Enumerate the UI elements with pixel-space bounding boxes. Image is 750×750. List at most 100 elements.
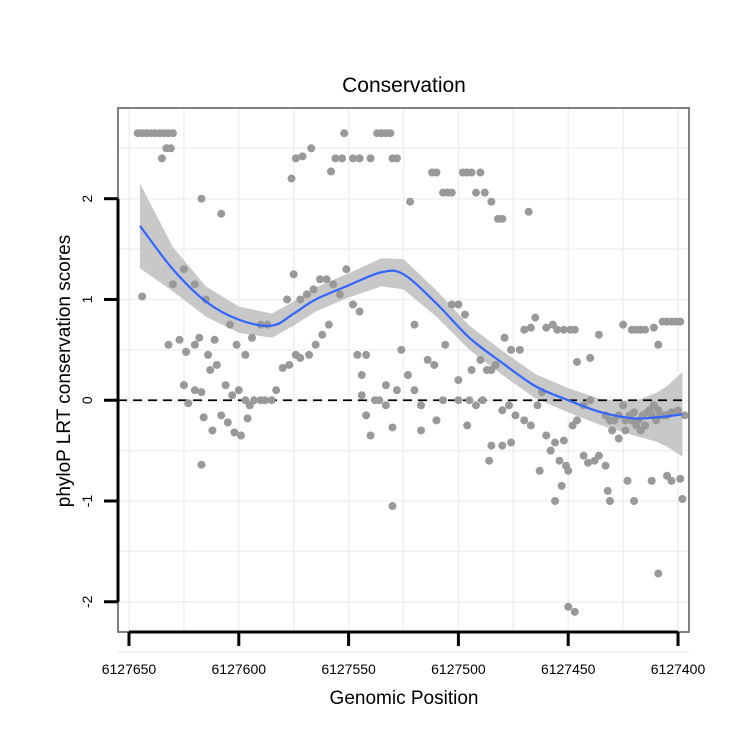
data-point	[392, 386, 401, 395]
data-point	[441, 340, 450, 349]
data-point	[318, 330, 327, 339]
data-point	[175, 335, 184, 344]
x-tick-label: 6127650	[102, 661, 157, 677]
data-point	[480, 188, 489, 197]
data-point	[381, 381, 390, 390]
data-point	[676, 474, 685, 483]
data-point	[535, 466, 544, 475]
data-point	[432, 168, 441, 177]
data-point	[305, 350, 314, 359]
data-point	[355, 154, 364, 163]
data-point	[250, 396, 259, 405]
data-point	[247, 333, 256, 342]
data-point	[467, 366, 476, 374]
confidence-band-layer	[139, 183, 683, 457]
data-point	[324, 320, 333, 329]
data-point	[166, 144, 175, 153]
data-point	[340, 129, 349, 138]
data-point	[439, 396, 448, 405]
data-point	[471, 401, 480, 410]
data-point	[388, 423, 397, 432]
data-point	[542, 323, 551, 332]
data-point	[583, 458, 592, 467]
data-point	[674, 406, 683, 415]
data-point	[157, 154, 166, 163]
y-axis-label: phyloP LRT conservation scores	[54, 235, 75, 508]
x-tick-label: 6127550	[321, 661, 376, 677]
data-point	[353, 350, 362, 359]
x-tick-label: 6127500	[431, 661, 486, 677]
data-point	[504, 401, 513, 410]
data-point	[397, 345, 406, 354]
data-point	[621, 426, 630, 435]
data-point	[487, 197, 496, 206]
data-point	[601, 461, 610, 470]
data-point	[296, 353, 305, 362]
data-point	[348, 154, 357, 163]
data-point	[507, 345, 516, 354]
data-point	[491, 360, 500, 369]
data-point	[208, 426, 217, 435]
data-point	[570, 325, 579, 334]
data-point	[667, 476, 676, 485]
data-point	[572, 416, 581, 425]
data-point	[267, 396, 276, 405]
data-point	[654, 569, 663, 578]
data-point	[460, 310, 469, 319]
data-point	[553, 325, 562, 334]
data-point	[667, 408, 676, 417]
data-point	[463, 421, 472, 430]
data-point	[467, 168, 476, 177]
data-point	[498, 406, 507, 415]
data-point	[562, 461, 571, 470]
data-point	[243, 414, 252, 423]
data-point	[329, 280, 338, 289]
data-point	[261, 396, 270, 405]
data-point	[641, 421, 650, 430]
data-point	[204, 350, 213, 359]
data-point	[630, 497, 639, 505]
data-point	[476, 168, 485, 177]
data-point	[182, 347, 191, 356]
data-point	[614, 434, 623, 443]
data-point	[630, 408, 639, 417]
data-point	[476, 355, 485, 364]
data-point	[263, 320, 272, 329]
data-point	[287, 174, 296, 183]
data-point	[381, 401, 390, 410]
data-point	[586, 353, 595, 362]
data-point	[228, 391, 237, 400]
data-point	[619, 401, 628, 410]
data-point	[201, 295, 210, 304]
data-point	[454, 396, 463, 405]
data-point	[410, 320, 419, 329]
data-point	[311, 340, 320, 349]
data-point	[507, 438, 516, 447]
data-point	[417, 401, 426, 410]
data-point	[526, 323, 535, 332]
data-point	[362, 350, 371, 359]
data-point	[226, 320, 235, 329]
data-point	[348, 300, 357, 309]
data-point	[278, 363, 287, 372]
data-point	[283, 295, 292, 304]
data-point	[388, 502, 397, 511]
data-point	[331, 154, 340, 163]
confidence-band	[139, 183, 683, 457]
data-point	[605, 497, 614, 505]
data-point	[557, 481, 566, 490]
data-point	[357, 371, 366, 380]
data-point	[555, 456, 564, 465]
data-point	[417, 426, 426, 435]
data-point	[386, 129, 395, 138]
chart-title: Conservation	[342, 74, 466, 97]
data-point	[375, 396, 384, 405]
data-point	[570, 607, 579, 616]
data-point	[542, 431, 551, 440]
data-point	[316, 275, 325, 284]
y-tick-label: 1	[79, 295, 95, 303]
data-point	[619, 320, 628, 329]
data-point	[500, 333, 509, 342]
